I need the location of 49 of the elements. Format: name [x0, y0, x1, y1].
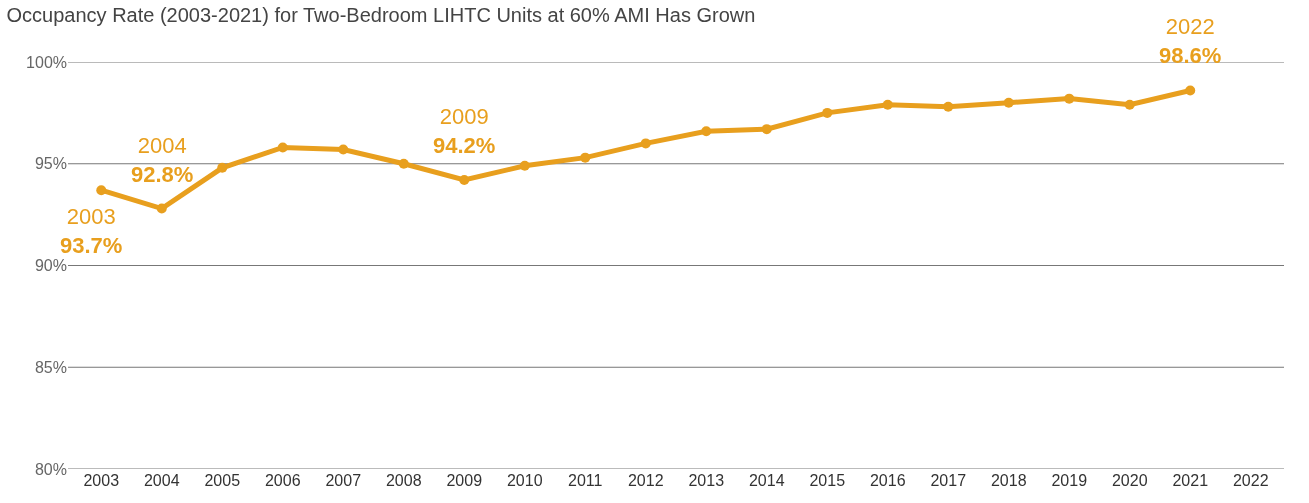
x-tick-label: 2013 [688, 472, 725, 489]
point [822, 107, 833, 118]
chart-title: Occupancy Rate (2003-2021) for Two-Bedroom LIHTC Units at 60% AMI Has Grown [6, 3, 756, 26]
annotation: 2003 93.7% [60, 204, 123, 258]
x-tick-label: 2017 [930, 472, 967, 489]
y-tick-label: 80% [34, 460, 67, 478]
x-tick-label: 2004 [143, 472, 180, 489]
x-tick-label: 2019 [1051, 472, 1088, 489]
x-tick-label: 2003 [83, 472, 120, 489]
point [96, 185, 107, 196]
point [882, 99, 893, 110]
y-tick-label: 90% [34, 257, 67, 275]
x-tick-label: 2014 [748, 472, 785, 489]
point [338, 144, 349, 155]
point [459, 175, 470, 186]
point [580, 152, 591, 163]
point [701, 126, 712, 137]
x-tick-label: 2020 [1111, 472, 1148, 489]
y-tick-label: 85% [34, 358, 67, 376]
x-tick-label: 2012 [627, 472, 664, 489]
x-tick-label: 2011 [568, 472, 603, 489]
point [1064, 93, 1075, 104]
y-tick-label: 100% [26, 53, 67, 71]
x-tick-label: 2015 [809, 472, 846, 489]
x-tick-label: 2021 [1172, 472, 1209, 489]
x-tick-label: 2008 [385, 472, 422, 489]
point [217, 162, 228, 173]
point [1124, 99, 1135, 110]
point [640, 138, 651, 149]
annotation: 2004 92.8% [131, 133, 194, 187]
y-tick-label: 95% [34, 155, 67, 173]
point [1003, 97, 1014, 108]
point [761, 124, 772, 135]
x-tick-label: 2018 [990, 472, 1027, 489]
point [398, 158, 409, 169]
x-tick-label: 2022 [1232, 472, 1269, 489]
x-tick-label: 2005 [204, 472, 241, 489]
x-tick-label: 2006 [264, 472, 301, 489]
point [277, 142, 288, 153]
point [156, 203, 167, 214]
point [519, 160, 530, 171]
annotation: 2022 98.6% [1159, 14, 1222, 68]
x-tick-label: 2016 [869, 472, 906, 489]
point [1185, 85, 1196, 96]
point [943, 101, 954, 112]
annotation: 2009 94.2% [433, 104, 496, 158]
x-tick-label: 2007 [325, 472, 362, 489]
x-tick-label: 2009 [446, 472, 483, 489]
x-tick-label: 2010 [506, 472, 543, 489]
